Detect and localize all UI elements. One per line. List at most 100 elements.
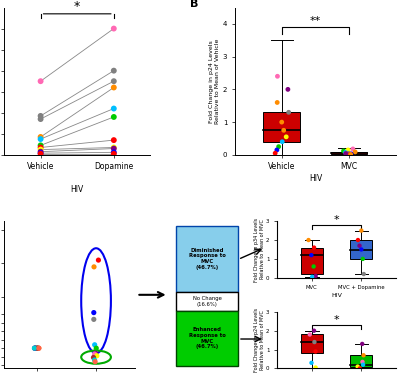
Point xyxy=(306,332,313,338)
Point xyxy=(312,364,319,370)
Point xyxy=(359,341,366,347)
Text: Diminished
Response to
MVC
(46.7%): Diminished Response to MVC (46.7%) xyxy=(188,247,226,270)
Point xyxy=(356,243,363,249)
Y-axis label: Fold Change in p24 Levels
Relative to Mean of Vehicle: Fold Change in p24 Levels Relative to Me… xyxy=(209,38,220,124)
Bar xyxy=(301,335,323,353)
Text: B: B xyxy=(190,0,198,9)
Point xyxy=(36,345,42,351)
Point xyxy=(352,149,358,155)
Point xyxy=(345,147,351,153)
Point xyxy=(93,345,100,351)
Point xyxy=(280,127,287,133)
Point xyxy=(285,86,291,92)
Point xyxy=(360,256,366,262)
Point xyxy=(33,345,39,351)
Point xyxy=(283,134,290,140)
Point xyxy=(358,247,364,253)
Point xyxy=(90,309,97,315)
Text: **: ** xyxy=(310,15,321,26)
Point xyxy=(111,149,117,155)
Point xyxy=(38,149,44,155)
Point xyxy=(309,274,315,280)
Point xyxy=(274,147,280,153)
Point xyxy=(350,146,356,152)
Point xyxy=(91,357,98,363)
Point xyxy=(92,342,98,348)
Y-axis label: Fold Change in p34 Levels
Relative to Mean of MVC: Fold Change in p34 Levels Relative to Me… xyxy=(254,217,265,282)
Point xyxy=(34,345,40,351)
Point xyxy=(274,73,281,79)
Point xyxy=(38,144,44,150)
Point xyxy=(311,328,317,334)
Y-axis label: Fold Change in p24 Levels
Relative to Mean of MVC: Fold Change in p24 Levels Relative to Me… xyxy=(254,308,265,372)
Point xyxy=(32,345,38,351)
Point xyxy=(31,345,38,351)
Point xyxy=(308,252,314,258)
Point xyxy=(359,359,366,365)
Point xyxy=(340,148,347,154)
Point xyxy=(360,271,367,277)
Bar xyxy=(176,226,238,292)
Point xyxy=(355,237,361,243)
Point xyxy=(286,109,292,115)
Point xyxy=(34,345,40,351)
Point xyxy=(38,78,44,84)
Text: *: * xyxy=(74,0,80,13)
Point xyxy=(32,345,38,351)
Point xyxy=(38,150,44,156)
Point xyxy=(111,144,117,150)
Point xyxy=(38,116,44,122)
Point xyxy=(111,68,117,74)
Point xyxy=(94,353,100,359)
Point xyxy=(276,144,282,150)
Point xyxy=(91,316,97,322)
Point xyxy=(34,345,41,351)
Text: No Change
(16.6%): No Change (16.6%) xyxy=(192,296,222,307)
Point xyxy=(342,150,348,156)
Point xyxy=(342,150,349,156)
X-axis label: HIV: HIV xyxy=(70,185,84,194)
Text: Enhanced
Response to
MVC
(46.7%): Enhanced Response to MVC (46.7%) xyxy=(188,327,226,349)
Point xyxy=(279,139,286,145)
Point xyxy=(308,360,315,366)
Text: *: * xyxy=(334,215,340,224)
Bar xyxy=(301,247,323,274)
Point xyxy=(356,365,363,371)
Bar xyxy=(350,240,372,259)
Bar xyxy=(176,311,238,365)
Point xyxy=(38,113,44,119)
Point xyxy=(91,351,98,357)
Point xyxy=(111,78,117,84)
Point xyxy=(354,364,361,370)
Point xyxy=(305,237,312,243)
Point xyxy=(38,134,44,140)
Point xyxy=(36,345,42,351)
Point xyxy=(278,119,285,125)
Point xyxy=(347,151,354,157)
Point xyxy=(31,345,38,351)
Point xyxy=(92,359,98,365)
Point xyxy=(111,146,117,152)
Point xyxy=(111,26,117,32)
Point xyxy=(360,352,367,358)
Point xyxy=(344,150,351,156)
Point xyxy=(360,362,366,368)
Point xyxy=(358,227,364,233)
Point xyxy=(274,100,280,106)
Point xyxy=(111,85,117,91)
Point xyxy=(111,151,117,157)
Point xyxy=(38,143,44,149)
Point xyxy=(35,345,42,351)
Point xyxy=(311,339,318,345)
X-axis label: HIV: HIV xyxy=(331,293,342,298)
Point xyxy=(111,137,117,143)
Bar xyxy=(350,355,372,367)
Point xyxy=(95,257,102,263)
Point xyxy=(312,349,319,355)
Point xyxy=(111,114,117,120)
Point xyxy=(310,264,317,270)
Point xyxy=(92,350,99,356)
Bar xyxy=(264,112,300,142)
Point xyxy=(91,264,97,270)
Bar xyxy=(176,292,238,311)
